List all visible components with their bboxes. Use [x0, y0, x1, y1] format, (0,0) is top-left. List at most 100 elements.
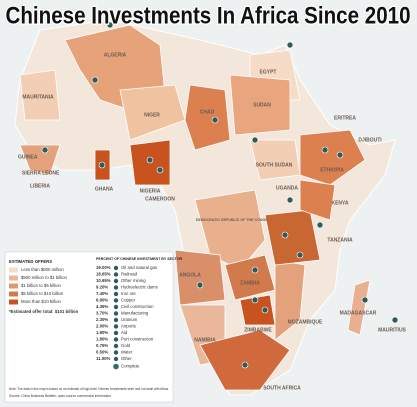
- sector-icon: [113, 350, 119, 355]
- legend-label: $5 billion to $10 billion: [21, 291, 64, 296]
- legend-swatch: [9, 275, 18, 281]
- country-label: NIGER: [144, 112, 160, 118]
- sector-percent: 10.65%: [96, 278, 111, 283]
- sector-icon: [113, 304, 119, 310]
- project-marker: [41, 146, 49, 154]
- project-marker: [251, 136, 259, 144]
- sector-percent: 2.00%: [96, 324, 108, 329]
- project-marker: [146, 156, 154, 164]
- project-marker: [336, 151, 344, 159]
- country-label: KENYA: [331, 200, 348, 206]
- sector-percent: 4.35%: [96, 304, 108, 309]
- legend-label: More than $10 billion: [21, 299, 62, 304]
- sector-percent: 18.65%: [96, 272, 111, 277]
- project-marker: [261, 306, 269, 314]
- country: [174, 249, 226, 306]
- project-marker: [321, 146, 329, 154]
- sector-icon: [113, 265, 119, 271]
- project-marker: [316, 221, 324, 229]
- country-label: ERITREA: [334, 115, 356, 121]
- sector-icon: [113, 278, 119, 284]
- sector-name: Copper: [121, 298, 136, 303]
- legend-heading: ESTIMATED OFFERS: [9, 259, 52, 264]
- sector-percent: 1.80%: [96, 337, 108, 342]
- country: [199, 329, 291, 391]
- legend-label: Less than $500 million: [21, 267, 64, 272]
- legend-total: *Estimated offer total: $101 billion: [9, 309, 79, 314]
- country-label: UGANDA: [276, 185, 298, 191]
- sector-name: Manufacturing: [121, 311, 149, 316]
- country: [229, 74, 291, 136]
- country-label: TANZANIA: [327, 237, 353, 243]
- project-marker: [106, 21, 114, 29]
- country-label: EGYPT: [260, 69, 277, 75]
- sector-percent: 9.20%: [96, 285, 108, 290]
- country: [299, 179, 336, 221]
- country: [347, 279, 371, 336]
- sector-name: Other: [121, 356, 132, 361]
- country-label: DJIBOUTI: [358, 137, 382, 143]
- sector-percent: 0.75%: [96, 343, 108, 348]
- legend: ESTIMATED OFFERS PERCENT OF CHINESE INVE…: [4, 251, 183, 403]
- country-label: ZAMBIA: [240, 280, 260, 286]
- sector-name: Water: [121, 350, 133, 355]
- legend-swatch: [9, 299, 18, 305]
- project-marker: [241, 361, 249, 369]
- country-labels: ALGERIA EGYPT MAURITANIA NIGER CHAD SUDA…: [18, 52, 407, 391]
- note: Note: The data in this map is based on a…: [9, 387, 169, 391]
- project-markers: [41, 21, 399, 369]
- project-marker: [296, 251, 304, 259]
- country: [19, 69, 61, 121]
- country-label: MAURITANIA: [22, 94, 54, 100]
- country: [264, 209, 321, 266]
- country-label: MADAGASCAR: [340, 310, 377, 316]
- sector-icon: [113, 337, 119, 342]
- country-label: SOUTH AFRICA: [263, 385, 301, 391]
- sector-percent: 19.00%: [96, 265, 111, 270]
- project-marker: [91, 76, 99, 84]
- country: [249, 139, 301, 181]
- sector-icon: [113, 324, 119, 329]
- country-label: MAURITIUS: [378, 327, 406, 333]
- sector-icon: [113, 311, 119, 316]
- title: Chinese Investments In Africa Since 2010: [6, 2, 411, 29]
- project-marker: [196, 281, 204, 289]
- sector-percent: 3.70%: [96, 311, 108, 316]
- sector-percent: 6.90%: [96, 298, 108, 303]
- project-marker: [391, 316, 399, 324]
- country-label: SIERRA LEONE: [22, 170, 60, 176]
- project-marker: [98, 161, 106, 169]
- sector-percent: 0.50%: [96, 350, 108, 355]
- sector-percent: 7.40%: [96, 291, 108, 296]
- country-label: ZIMBABWE: [244, 327, 272, 333]
- source: Source: China Business Bulletin; open-so…: [9, 394, 111, 398]
- country: [19, 144, 61, 176]
- country-label: ETHIOPIA: [320, 167, 344, 173]
- sector-icon: [113, 356, 119, 362]
- legend-label: $1 billion to $5 billion: [21, 283, 62, 288]
- country: [299, 129, 366, 186]
- country: [184, 84, 231, 151]
- sector-icon: [113, 343, 119, 349]
- legend-swatch: [9, 291, 18, 297]
- project-marker: [156, 166, 164, 174]
- country: [194, 189, 266, 271]
- sector-icon: [113, 330, 119, 336]
- legend-swatch: [9, 283, 18, 289]
- country-label: NAMIBIA: [194, 337, 216, 343]
- sector-name: Iron ore: [121, 291, 136, 296]
- sector-name: Aid: [121, 330, 128, 335]
- sector-percent: 1.90%: [96, 330, 108, 335]
- project-marker: [281, 231, 289, 239]
- country-label: ANGOLA: [179, 272, 201, 278]
- country-label: GHANA: [95, 186, 114, 192]
- sector-name: Port construction: [121, 337, 154, 342]
- sector-icon: [113, 285, 119, 290]
- sector-name: Gold: [121, 343, 131, 348]
- sector-name: Uranium: [121, 317, 138, 322]
- sector-name: Railroad: [121, 272, 138, 277]
- project-marker: [211, 116, 219, 124]
- country-label: GUINEA: [18, 154, 38, 160]
- country-label: SUDAN: [253, 102, 271, 108]
- sector-name: Oil and natural gas: [121, 265, 157, 270]
